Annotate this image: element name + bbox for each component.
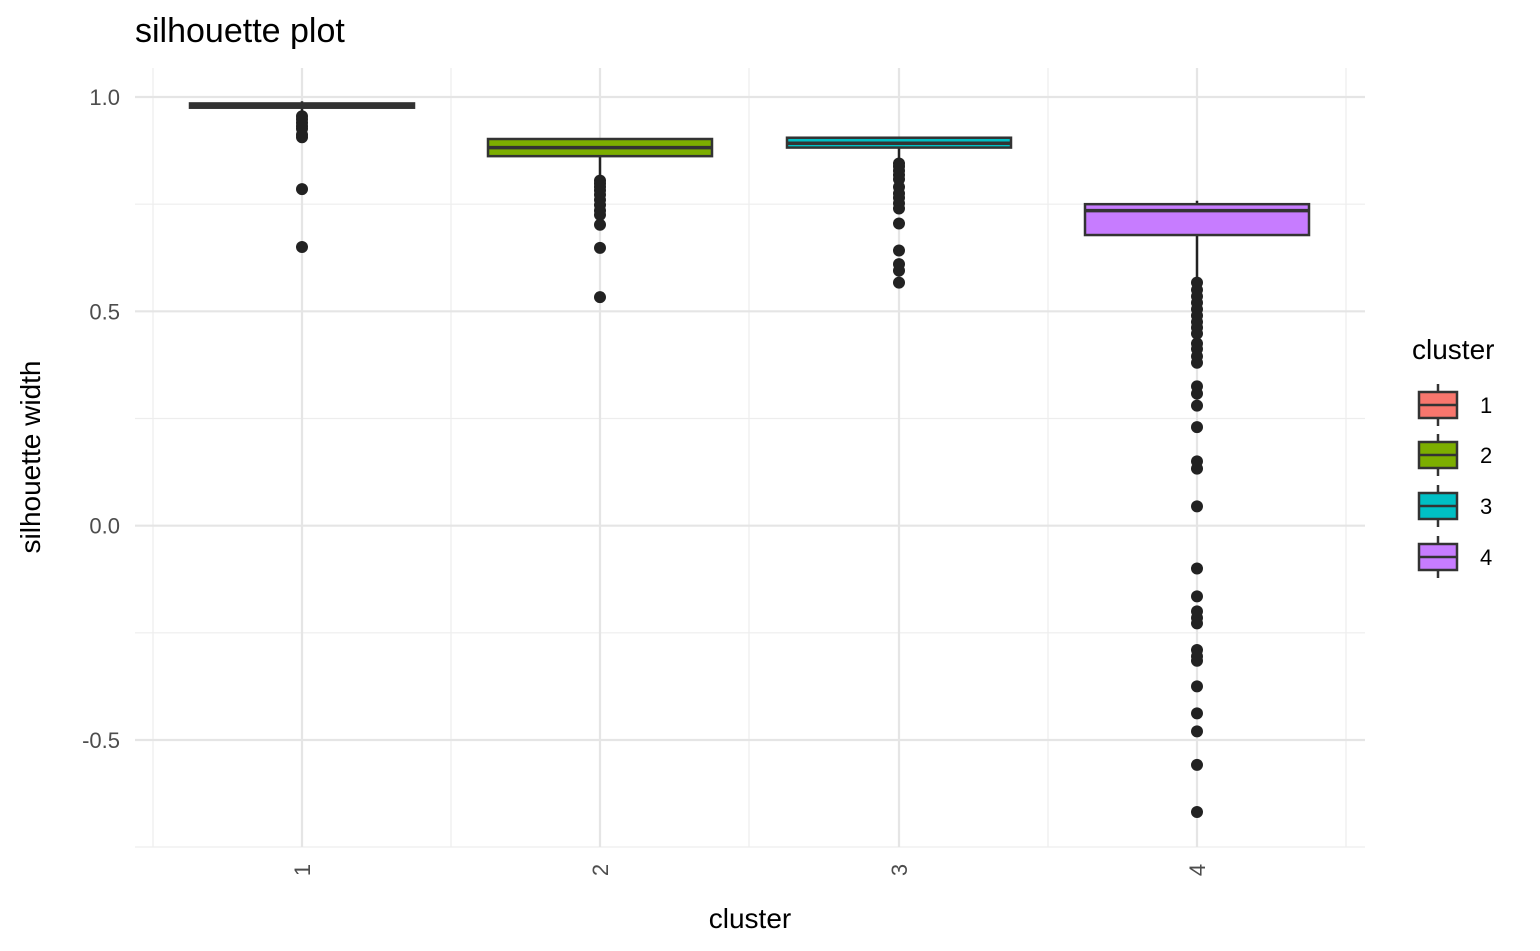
x-tick-label: 3	[887, 864, 912, 876]
legend-title: cluster	[1412, 334, 1494, 365]
y-tick-label: 0.0	[89, 514, 120, 539]
x-axis-title: cluster	[709, 903, 791, 934]
outlier-point	[296, 241, 308, 254]
legend: cluster 1 2 3 4	[1412, 334, 1494, 578]
box-cluster-2	[486, 137, 714, 180]
box-cluster-3	[785, 136, 1013, 163]
y-tick-label: 1.0	[89, 85, 120, 110]
y-tick-label: 0.5	[89, 299, 120, 324]
boxes	[188, 101, 1311, 282]
legend-label: 2	[1480, 443, 1492, 468]
box-cluster-4	[1083, 200, 1311, 282]
outlier-point	[1191, 707, 1203, 720]
outlier-point	[1191, 421, 1203, 434]
outlier-point	[1191, 327, 1203, 340]
outlier-point	[296, 183, 308, 196]
outlier-point	[1191, 356, 1203, 369]
legend-label: 3	[1480, 494, 1492, 519]
chart-title: silhouette plot	[135, 12, 345, 50]
outlier-points	[296, 110, 1203, 819]
legend-item-3: 3	[1417, 485, 1492, 527]
legend-items: 1 2 3 4	[1417, 384, 1492, 578]
y-axis-title: silhouette width	[15, 360, 46, 553]
legend-item-2: 2	[1417, 434, 1492, 476]
outlier-point	[1191, 562, 1203, 575]
legend-label: 1	[1480, 393, 1492, 418]
outlier-point	[1191, 806, 1203, 819]
outlier-point	[1191, 617, 1203, 630]
outlier-point	[594, 218, 606, 231]
outlier-point	[1191, 680, 1203, 693]
outlier-point	[1191, 590, 1203, 603]
outlier-point	[594, 208, 606, 221]
box-iqr	[1083, 202, 1311, 237]
outlier-point	[893, 276, 905, 289]
outlier-point	[1191, 654, 1203, 667]
x-tick-label: 4	[1185, 864, 1210, 876]
outlier-point	[1191, 725, 1203, 738]
y-axis-ticks: -0.5 0.0 0.5 1.0	[82, 85, 120, 753]
outlier-point	[1191, 387, 1203, 400]
outlier-point	[893, 217, 905, 230]
outlier-point	[1191, 500, 1203, 513]
legend-item-4: 4	[1417, 536, 1492, 578]
box-cluster-1	[188, 101, 416, 115]
outlier-point	[893, 202, 905, 215]
outlier-point	[893, 244, 905, 257]
outlier-point	[893, 264, 905, 277]
plot-grid	[135, 68, 1365, 848]
outlier-point	[1191, 462, 1203, 475]
x-axis-ticks: 1 2 3 4	[290, 864, 1210, 876]
legend-label: 4	[1480, 545, 1492, 570]
x-tick-label: 1	[290, 864, 315, 876]
outlier-point	[1191, 758, 1203, 771]
outlier-point	[1191, 399, 1203, 412]
outlier-point	[594, 291, 606, 304]
x-tick-label: 2	[588, 864, 613, 876]
outlier-point	[296, 131, 308, 144]
legend-item-1: 1	[1417, 384, 1492, 426]
outlier-point	[594, 241, 606, 254]
y-tick-label: -0.5	[82, 728, 120, 753]
